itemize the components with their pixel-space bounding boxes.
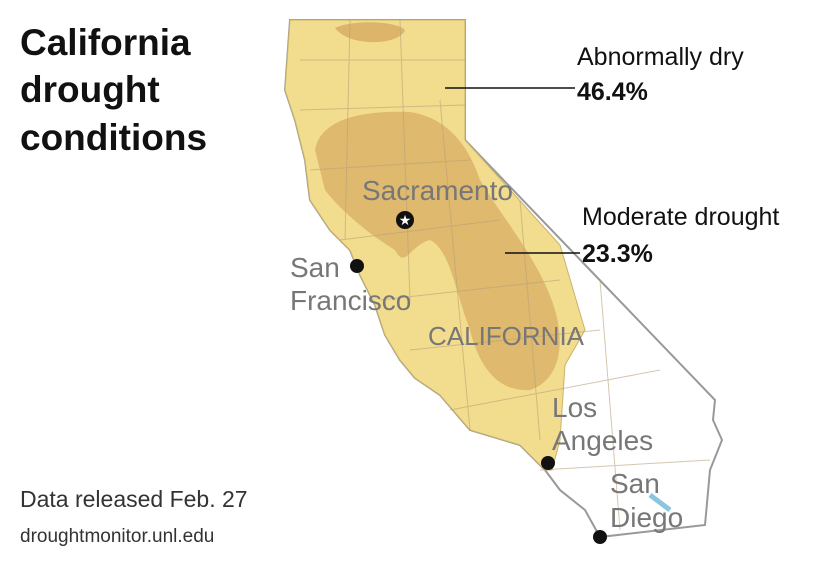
legend-value: 46.4% bbox=[577, 78, 648, 106]
city-label: San bbox=[610, 468, 660, 499]
moderate-drought-area bbox=[315, 111, 560, 391]
city-label: San bbox=[290, 252, 340, 283]
moderate-drought-area bbox=[335, 22, 405, 43]
capital-marker bbox=[396, 211, 414, 229]
city-label: Diego bbox=[610, 502, 683, 533]
title-line: conditions bbox=[20, 117, 207, 158]
lake bbox=[648, 493, 672, 512]
city-dot bbox=[350, 259, 364, 273]
city-label: Angeles bbox=[552, 425, 653, 456]
city-label: Los bbox=[552, 392, 597, 423]
legend-name: Moderate drought bbox=[582, 203, 779, 231]
city-label: Francisco bbox=[290, 285, 411, 316]
source-note: droughtmonitor.unl.edu bbox=[20, 526, 214, 547]
city-dot bbox=[593, 530, 607, 544]
release-note: Data released Feb. 27 bbox=[20, 486, 248, 512]
state-label: CALIFORNIA bbox=[428, 321, 585, 351]
legend-name: Abnormally dry bbox=[577, 43, 744, 71]
title-line: drought bbox=[20, 69, 160, 110]
city-dot bbox=[541, 456, 555, 470]
county-lines bbox=[299, 19, 711, 531]
title-line: California bbox=[20, 22, 191, 63]
legend-value: 23.3% bbox=[582, 240, 653, 268]
city-label: Sacramento bbox=[362, 175, 513, 206]
capital-star: ★ bbox=[399, 212, 412, 228]
